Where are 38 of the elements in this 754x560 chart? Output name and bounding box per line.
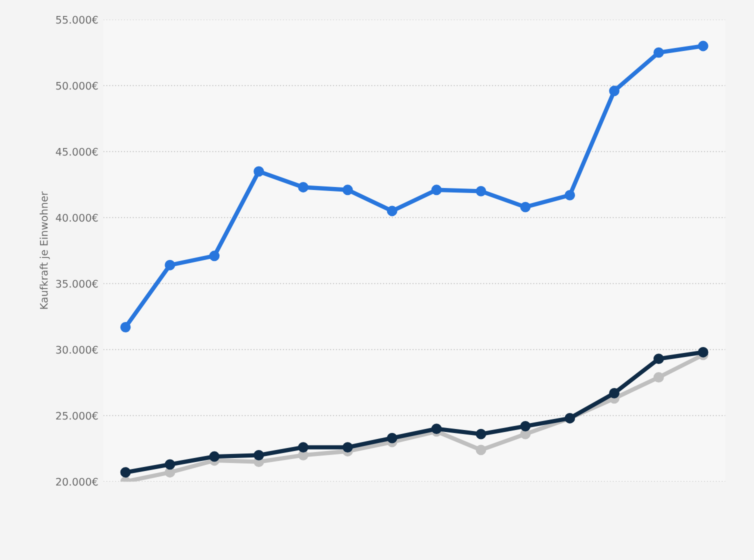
- y-tick-label: 35.000€: [56, 280, 98, 288]
- point: [476, 444, 486, 456]
- y-tick-label: 50.000€: [56, 82, 98, 90]
- point: [120, 322, 131, 332]
- y-axis-title: Kaufkraft je Einwohner: [40, 191, 50, 309]
- point: [698, 347, 708, 358]
- point: [520, 420, 531, 432]
- point: [609, 86, 620, 96]
- point: [653, 372, 664, 383]
- point: [564, 190, 576, 200]
- point: [209, 451, 220, 462]
- point: [698, 40, 708, 52]
- y-tick-label: 30.000€: [56, 346, 98, 354]
- point: [431, 424, 442, 434]
- point: [520, 202, 531, 212]
- y-tick-label: 25.000€: [56, 412, 98, 420]
- point: [120, 467, 131, 478]
- point: [431, 184, 442, 196]
- y-tick-label: 55.000€: [56, 16, 98, 24]
- y-tick-label: 40.000€: [56, 214, 98, 222]
- point: [209, 250, 220, 262]
- point: [342, 442, 353, 452]
- y-tick-label: 20.000€: [56, 478, 98, 486]
- point: [298, 442, 308, 452]
- point: [298, 182, 308, 192]
- point: [386, 206, 398, 216]
- point: [164, 260, 176, 270]
- point: [254, 166, 264, 177]
- point: [164, 459, 176, 470]
- point: [342, 184, 353, 196]
- point: [609, 388, 620, 398]
- point: [476, 428, 486, 440]
- point: [476, 186, 486, 196]
- point: [653, 354, 664, 364]
- y-tick-label: 45.000€: [56, 148, 98, 156]
- point: [653, 47, 664, 58]
- point: [254, 450, 264, 460]
- point: [386, 432, 398, 444]
